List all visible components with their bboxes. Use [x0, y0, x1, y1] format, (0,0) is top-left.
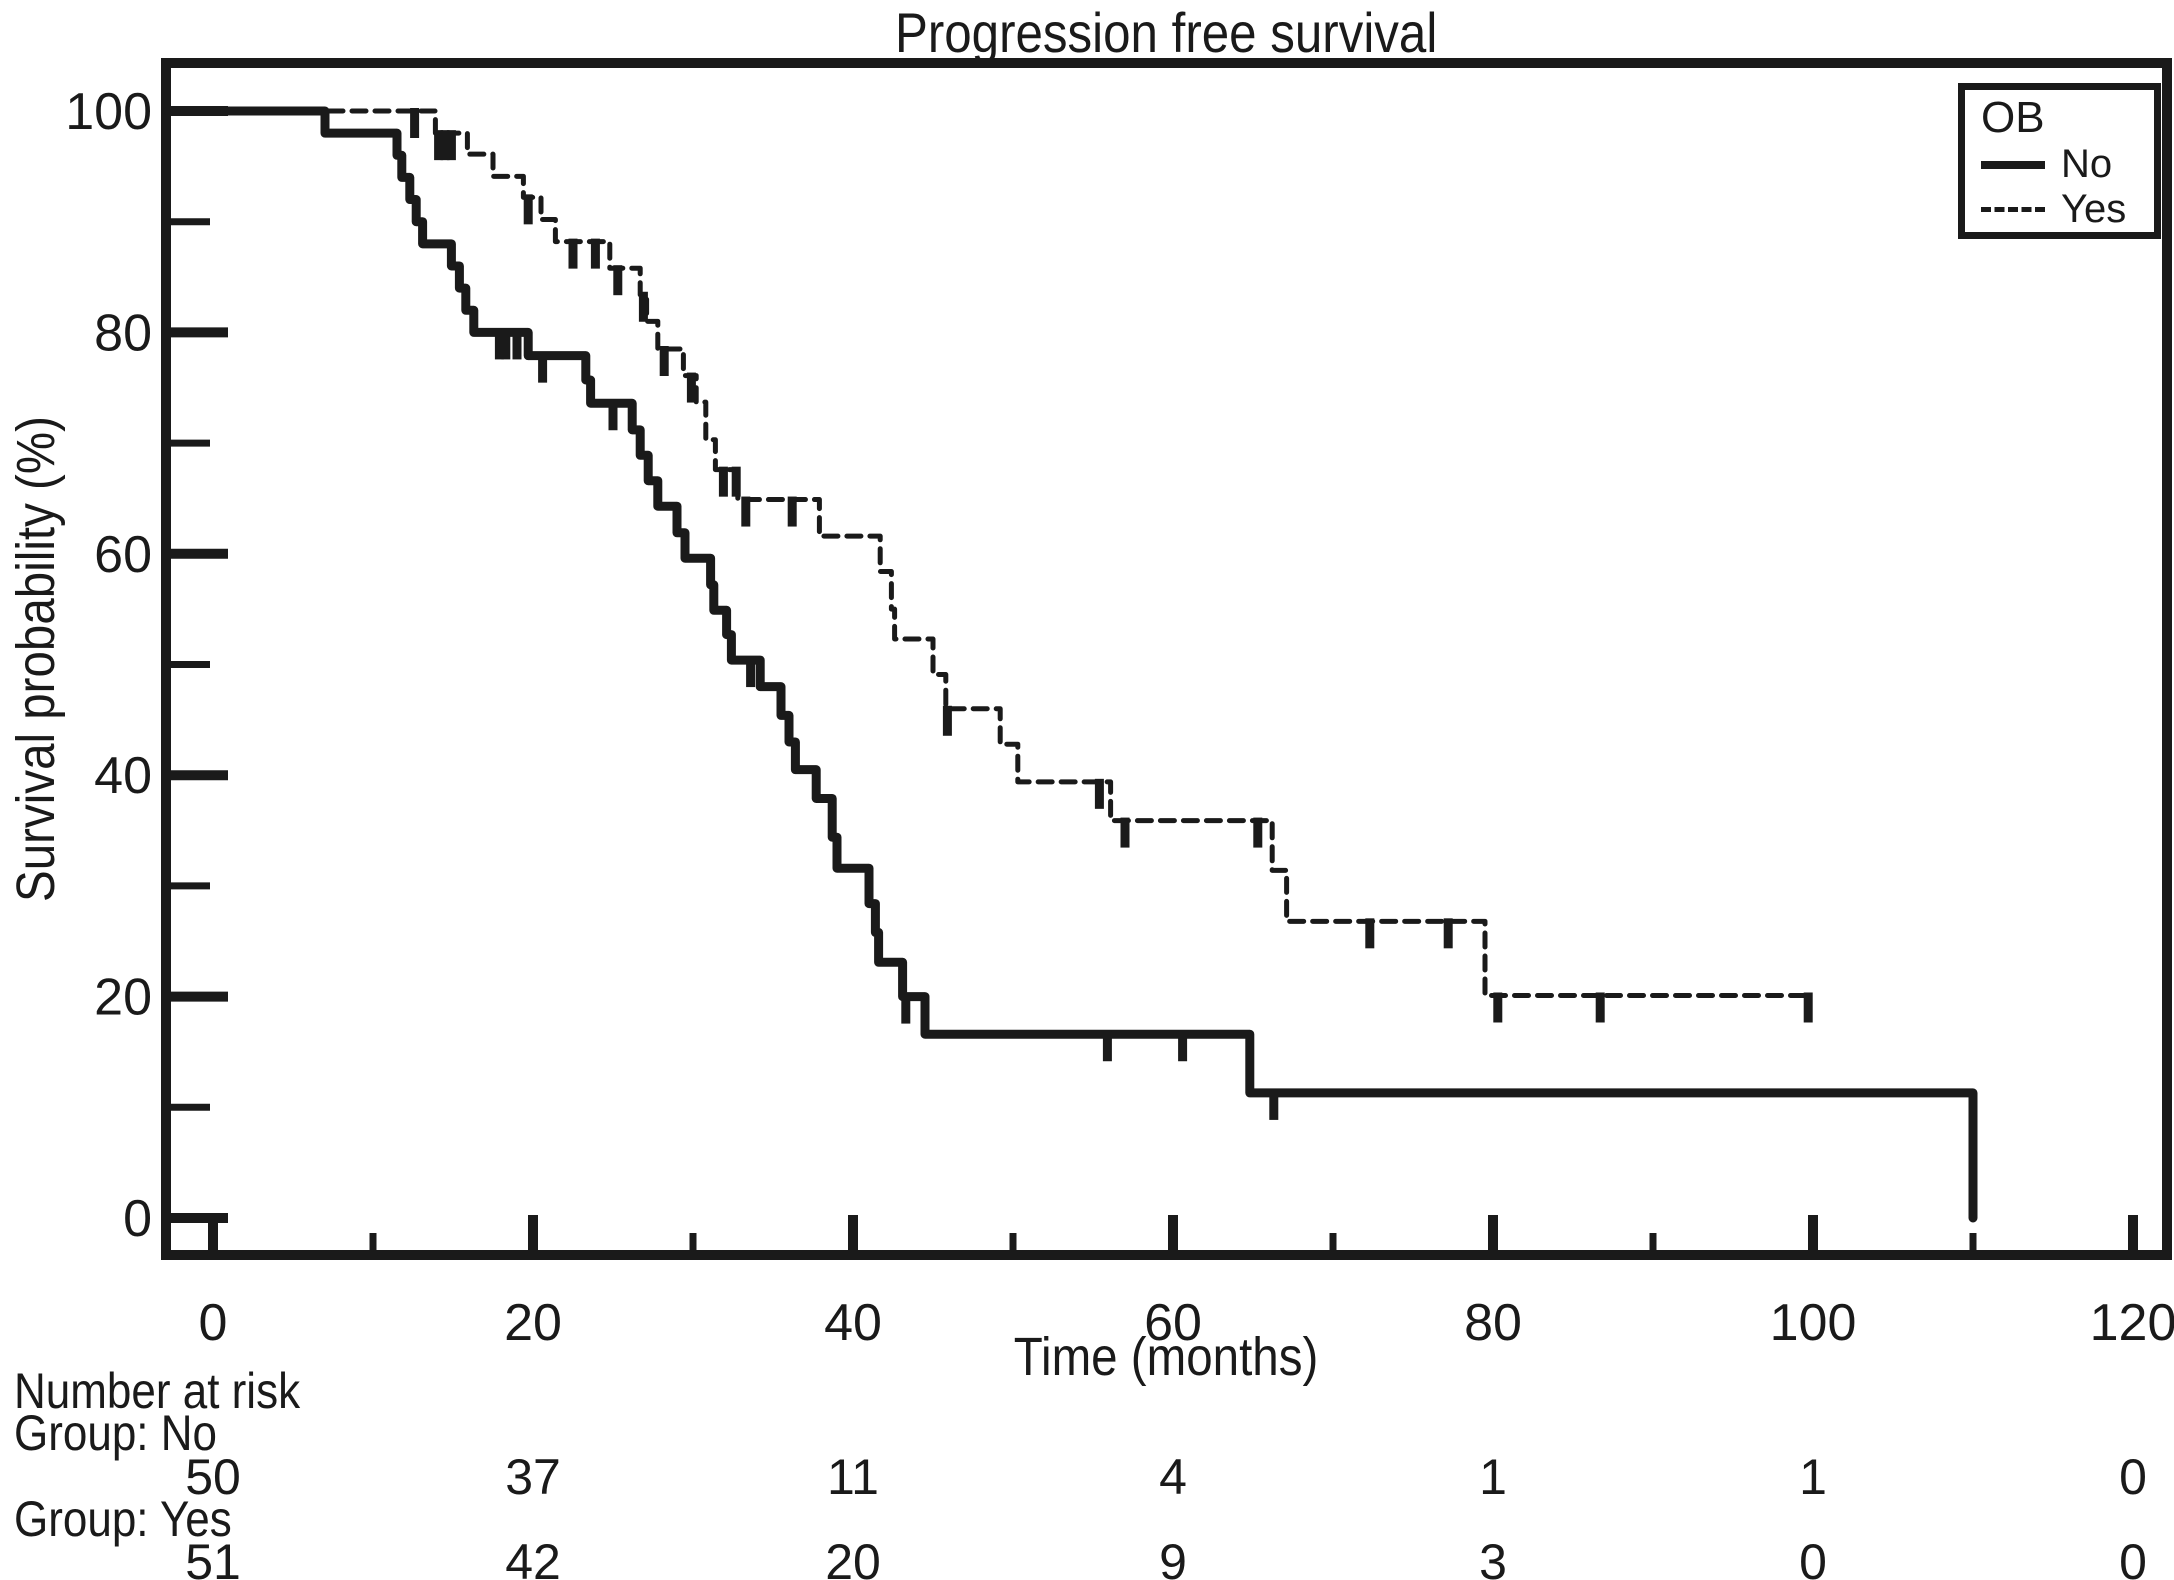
y-axis-tick-label: 40 [94, 747, 152, 805]
censor-tick-yes [1493, 992, 1503, 1023]
censor-tick-no [1178, 1031, 1188, 1062]
page-title: Progression free survival [166, 2, 2167, 64]
risk-count: 0 [1799, 1534, 1827, 1580]
risk-count: 0 [2119, 1534, 2147, 1580]
censor-tick-yes [638, 291, 648, 322]
x-axis-tick-label: 120 [2090, 1294, 2174, 1352]
legend-entry-no: No [1981, 142, 2154, 187]
x-axis-tick-label: 40 [824, 1294, 882, 1352]
censor-tick-yes [568, 238, 578, 269]
legend-entry-yes: Yes [1981, 187, 2154, 232]
risk-count: 0 [2119, 1449, 2147, 1505]
x-axis-tick-label: 0 [199, 1294, 228, 1352]
legend: OB No Yes [1958, 83, 2161, 239]
censor-tick-yes [1094, 778, 1104, 809]
censor-tick-yes [1443, 918, 1453, 949]
dashed-line-sample-icon [1981, 207, 2045, 212]
censor-tick-no [746, 657, 756, 688]
risk-count: 37 [505, 1449, 561, 1505]
x-axis-tick-label: 80 [1464, 1294, 1522, 1352]
censor-tick-yes [590, 238, 600, 269]
survival-curve-yes [165, 108, 1816, 998]
survival-curve-no [163, 106, 1978, 1223]
risk-group-label-no: Group: No [14, 1405, 217, 1461]
y-axis-tick-label: 60 [94, 526, 152, 584]
censor-tick-yes [659, 346, 669, 377]
censor-tick-yes [434, 130, 444, 161]
censor-tick-yes [446, 130, 456, 161]
solid-line-sample-icon [1981, 160, 2045, 169]
risk-count: 4 [1159, 1449, 1187, 1505]
risk-group-label-yes: Group: Yes [14, 1491, 232, 1547]
censor-tick-yes [523, 194, 533, 225]
chart-title-text: Progression free survival [895, 1, 1438, 64]
censor-tick-no [494, 329, 504, 360]
censor-tick-yes [787, 496, 797, 527]
risk-count: 9 [1159, 1534, 1187, 1580]
risk-count: 50 [185, 1449, 241, 1505]
censor-tick-no [501, 329, 511, 360]
x-axis-tick-label: 20 [504, 1294, 562, 1352]
censor-tick-yes [410, 108, 420, 138]
y-axis-tick-label: 20 [94, 969, 152, 1027]
x-axis-title-text: Time (months) [1014, 1327, 1319, 1387]
censor-tick-yes [731, 466, 741, 497]
censor-tick-no [901, 993, 911, 1024]
censor-tick-yes [686, 372, 696, 403]
risk-count: 3 [1479, 1534, 1507, 1580]
risk-count: 20 [825, 1534, 881, 1580]
risk-table-heading: Number at risk [14, 1363, 301, 1419]
censor-tick-yes [613, 265, 623, 296]
risk-row-no: 50 37 11 4 1 1 0 [0, 1452, 2174, 1504]
censor-tick-yes [1595, 992, 1605, 1023]
x-axis-tick-label: 60 [1144, 1294, 1202, 1352]
risk-count: 11 [827, 1449, 879, 1505]
censor-tick-yes [741, 496, 751, 527]
y-axis-tick-label: 80 [94, 304, 152, 362]
censor-tick-yes [942, 705, 952, 736]
censor-tick-no [1102, 1031, 1112, 1062]
y-axis-tick-label: 100 [65, 83, 152, 141]
legend-label-yes: Yes [2061, 187, 2127, 231]
censor-tick-yes [1365, 918, 1375, 949]
x-axis-title: Time (months) [166, 1327, 2167, 1387]
legend-label-no: No [2061, 142, 2113, 186]
censor-tick-no [1269, 1089, 1279, 1120]
plot-frame [161, 58, 2172, 1260]
risk-row-yes: 51 42 20 9 3 0 0 [0, 1537, 2174, 1580]
censor-tick-no [512, 329, 522, 360]
risk-count: 1 [1479, 1449, 1507, 1505]
y-axis-tick-label: 0 [123, 1190, 152, 1248]
risk-count: 1 [1799, 1449, 1827, 1505]
censor-tick-yes [1120, 817, 1130, 848]
censor-tick-yes [440, 130, 450, 161]
censor-tick-no [608, 400, 618, 431]
x-axis-tick-label: 100 [1770, 1294, 1857, 1352]
censor-tick-no [538, 352, 548, 383]
censor-tick-yes [1803, 992, 1813, 1023]
risk-count: 51 [185, 1534, 241, 1580]
censor-tick-yes [1253, 817, 1263, 848]
legend-title: OB [1981, 93, 2045, 142]
censor-tick-yes [718, 466, 728, 497]
risk-count: 42 [505, 1534, 561, 1580]
